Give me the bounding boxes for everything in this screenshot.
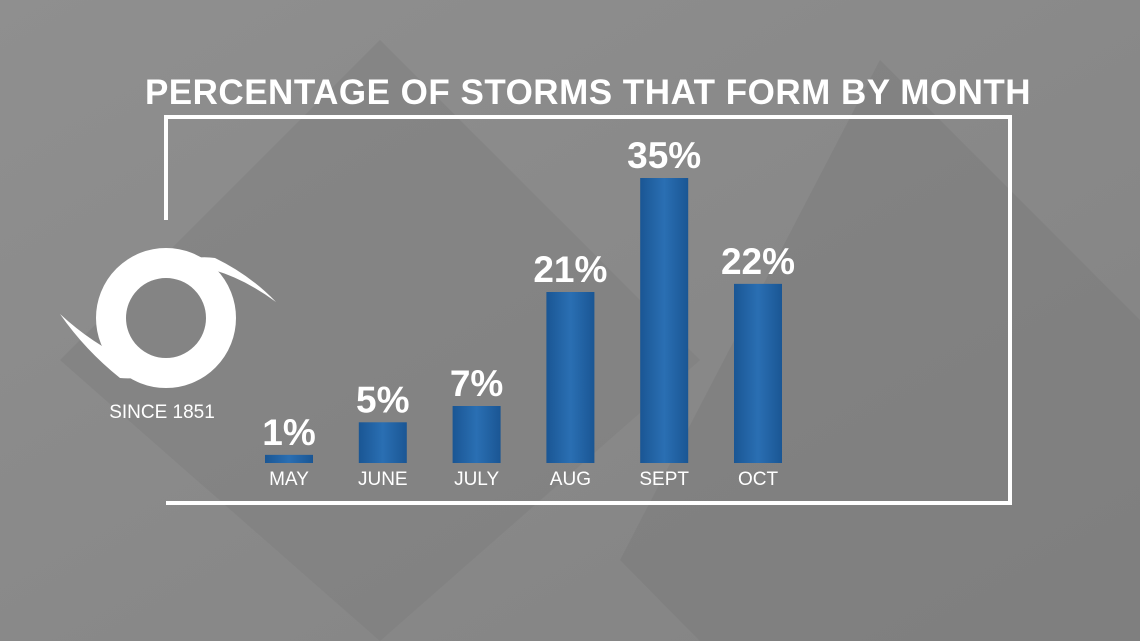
frame	[164, 115, 1012, 505]
x-tick-label: AUG	[550, 469, 591, 490]
value-label: 1%	[262, 412, 315, 453]
chart-title: PERCENTAGE OF STORMS THAT FORM BY MONTH	[145, 73, 1031, 112]
x-tick-label: JUNE	[358, 469, 408, 490]
value-label: 22%	[721, 241, 795, 282]
x-tick-label: OCT	[738, 469, 779, 490]
bar	[640, 178, 689, 463]
bg-diamond	[60, 40, 700, 641]
x-tick-label: JULY	[454, 469, 499, 490]
value-label: 5%	[356, 379, 409, 420]
logo-caption: SINCE 1851	[109, 402, 215, 423]
x-tick-label: SEPT	[639, 469, 689, 490]
hurricane-logo	[60, 248, 276, 388]
value-label: 35%	[627, 135, 701, 176]
bar	[734, 283, 782, 463]
bar	[265, 454, 313, 463]
value-label: 21%	[533, 249, 607, 290]
bar	[358, 422, 407, 463]
bar	[452, 406, 501, 463]
x-tick-label: MAY	[269, 469, 309, 490]
value-label: 7%	[450, 363, 503, 404]
bar	[546, 292, 595, 463]
